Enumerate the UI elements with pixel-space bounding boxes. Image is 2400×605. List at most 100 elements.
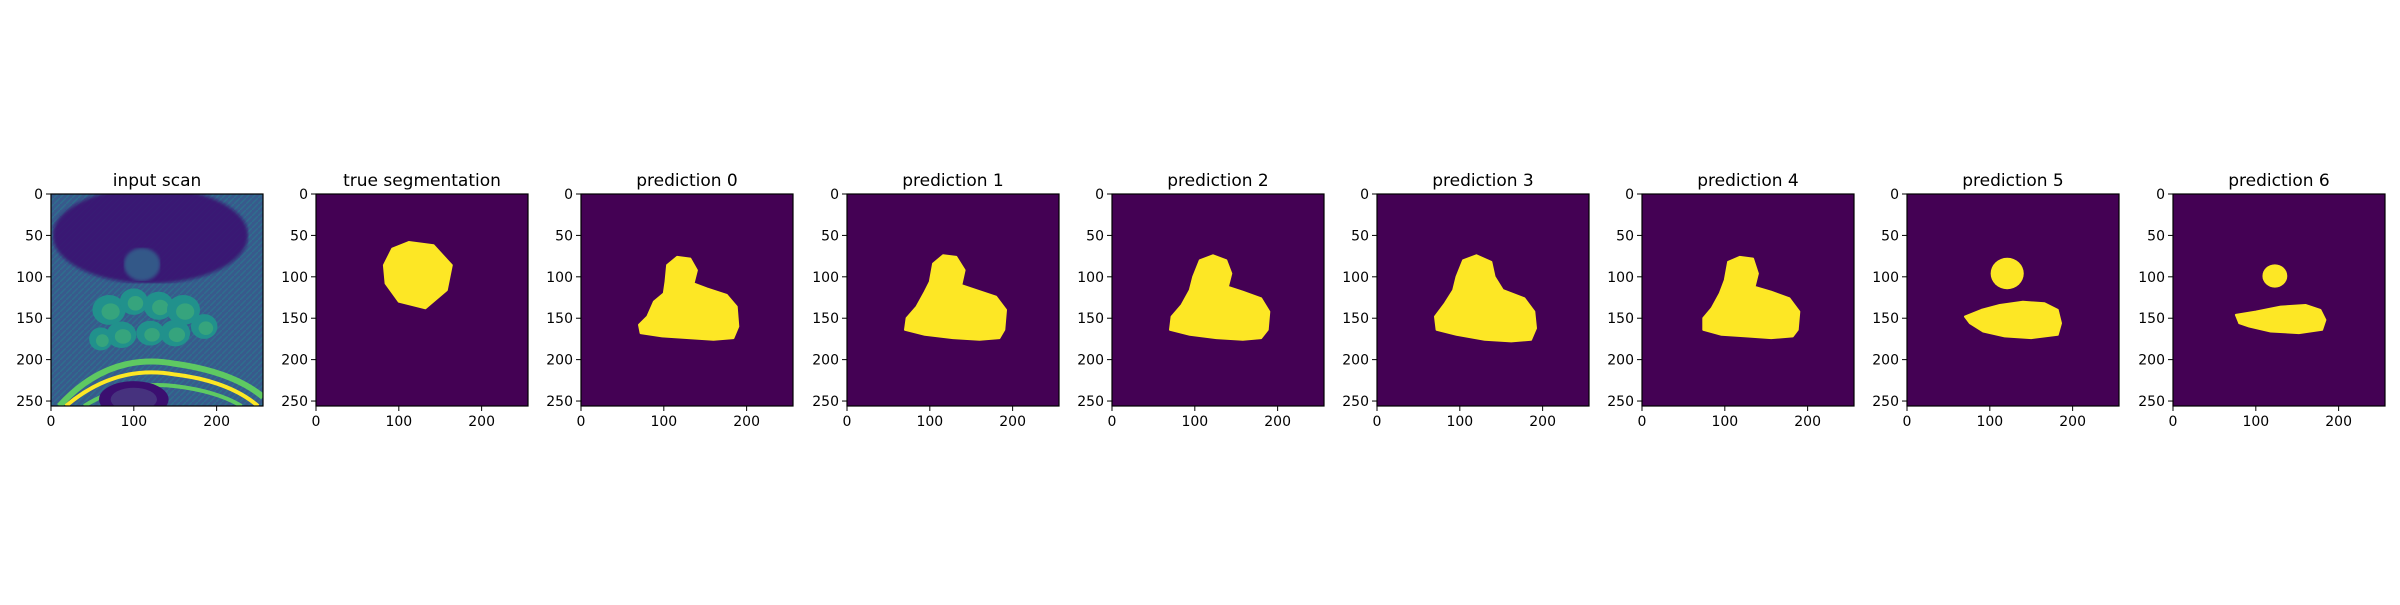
y-tick-label: 50	[821, 228, 839, 244]
y-tick-label: 0	[1360, 187, 1369, 203]
x-tick-label: 200	[1529, 414, 1556, 430]
subplot-title: input scan	[113, 171, 202, 191]
y-tick-label: 250	[1872, 394, 1899, 410]
y-tick-label: 100	[1077, 270, 1104, 286]
plot-area	[581, 194, 793, 406]
x-tick-label: 100	[1711, 414, 1738, 430]
subplot-7: prediction 5 0 100 200 0 50 100 150 200 250	[1872, 171, 2120, 430]
x-tick-label: 100	[1976, 414, 2003, 430]
scan-lobule-5	[136, 320, 165, 346]
scan-lobule-core-7	[95, 334, 109, 347]
mask-region-0	[904, 254, 1007, 341]
y-tick-label: 200	[2138, 353, 2165, 369]
scan-lobule-core-6	[168, 327, 186, 343]
y-tick-label: 0	[1625, 187, 1634, 203]
y-tick-label: 200	[1872, 353, 1899, 369]
scan-lobule-core-8	[198, 321, 214, 335]
subplot-1: true segmentation 0 100 200 0 50 100 150 200 250	[281, 171, 529, 430]
plot-area	[316, 194, 528, 406]
scan-lobule-6	[160, 319, 191, 347]
y-tick-label: 250	[812, 394, 839, 410]
axes-frame	[846, 193, 1060, 407]
x-tick-label: 100	[120, 414, 147, 430]
y-tick-label: 0	[564, 187, 573, 203]
y-tick-label: 250	[546, 394, 573, 410]
y-tick-label: 150	[281, 311, 308, 327]
y-tick-label: 100	[1872, 270, 1899, 286]
mask-region-0	[1990, 257, 2024, 290]
y-tick-label: 50	[555, 228, 573, 244]
x-tick-label: 200	[1794, 414, 1821, 430]
scan-ring-center	[110, 387, 157, 406]
subplot-title: true segmentation	[343, 171, 501, 191]
y-tick-label: 200	[1607, 353, 1634, 369]
x-tick-label: 200	[733, 414, 760, 430]
x-tick-label: 100	[1446, 414, 1473, 430]
scan-structure	[123, 247, 161, 281]
scan-lobule-core-2	[152, 299, 169, 316]
y-tick-label: 150	[1342, 311, 1369, 327]
scan-lobule-0	[92, 295, 126, 325]
y-tick-label: 0	[1890, 187, 1899, 203]
y-tick-label: 250	[16, 394, 43, 410]
mask-background	[1907, 194, 2119, 406]
subplot-title: prediction 3	[1432, 171, 1534, 191]
y-tick-label: 200	[1077, 353, 1104, 369]
scan-lobule-core-1	[127, 296, 144, 311]
y-tick-label: 0	[830, 187, 839, 203]
scan-lobule-core-0	[101, 303, 120, 320]
y-tick-label: 250	[281, 394, 308, 410]
subplot-title: prediction 0	[636, 171, 738, 191]
y-tick-label: 150	[2138, 311, 2165, 327]
plot-area	[51, 194, 263, 406]
y-tick-label: 50	[2147, 228, 2165, 244]
subplot-8: prediction 6 0 100 200 0 50 100 150 200 250	[2138, 171, 2386, 430]
y-tick-label: 0	[299, 187, 308, 203]
plot-area	[1642, 194, 1854, 406]
mask-region-0	[2262, 264, 2288, 288]
y-tick-label: 50	[1616, 228, 1634, 244]
axes-frame	[50, 193, 264, 407]
subplot-title: prediction 5	[1962, 171, 2064, 191]
y-tick-label: 50	[1881, 228, 1899, 244]
y-tick-label: 200	[16, 353, 43, 369]
y-tick-label: 100	[16, 270, 43, 286]
y-tick-label: 150	[16, 311, 43, 327]
axes-frame	[1906, 193, 2120, 407]
y-tick-label: 150	[546, 311, 573, 327]
x-tick-label: 0	[312, 414, 321, 430]
x-tick-label: 200	[2325, 414, 2352, 430]
y-tick-label: 150	[1607, 311, 1634, 327]
y-tick-label: 200	[812, 353, 839, 369]
x-tick-label: 200	[468, 414, 495, 430]
subplot-2: prediction 0 0 100 200 0 50 100 150 200 250	[546, 171, 794, 430]
x-tick-label: 0	[1638, 414, 1647, 430]
x-tick-label: 200	[999, 414, 1026, 430]
axes-frame	[315, 193, 529, 407]
x-tick-label: 200	[2059, 414, 2086, 430]
plot-area	[1112, 194, 1324, 406]
scan-lobule-2	[143, 291, 174, 320]
axes-frame	[580, 193, 794, 407]
scan-lobule-4	[106, 321, 137, 349]
y-tick-label: 200	[281, 353, 308, 369]
y-tick-label: 0	[2156, 187, 2165, 203]
y-tick-label: 50	[25, 228, 43, 244]
subplot-6: prediction 4 0 100 200 0 50 100 150 200 250	[1607, 171, 1855, 430]
x-tick-label: 0	[1108, 414, 1117, 430]
axes-frame	[2172, 193, 2386, 407]
y-tick-label: 250	[2138, 394, 2165, 410]
scan-dark-region	[52, 194, 249, 284]
x-tick-label: 100	[650, 414, 677, 430]
subplot-title: prediction 6	[2228, 171, 2330, 191]
mask-region-1	[1964, 300, 2062, 340]
x-tick-label: 100	[385, 414, 412, 430]
mask-region-1	[2234, 304, 2327, 335]
x-tick-label: 200	[203, 414, 230, 430]
plot-area	[847, 194, 1059, 406]
y-tick-label: 50	[1086, 228, 1104, 244]
subplot-title: prediction 4	[1697, 171, 1799, 191]
y-tick-label: 150	[1872, 311, 1899, 327]
scan-image	[51, 194, 263, 406]
